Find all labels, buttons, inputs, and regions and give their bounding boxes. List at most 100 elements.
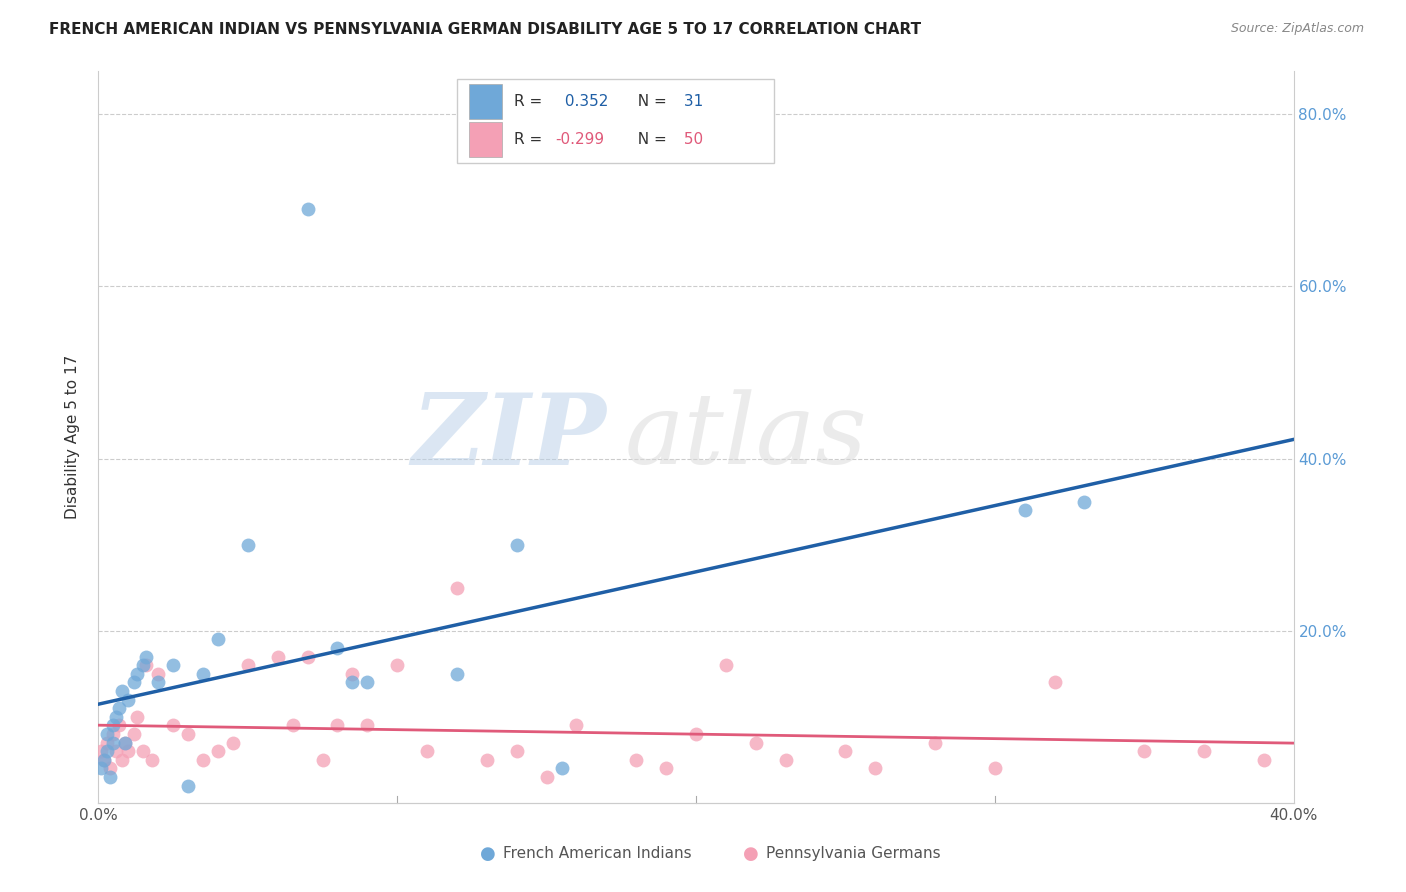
- Point: [162, 718, 184, 732]
- Point: [342, 666, 364, 681]
- Point: [297, 202, 319, 216]
- Text: Pennsylvania Germans: Pennsylvania Germans: [765, 847, 941, 861]
- FancyBboxPatch shape: [470, 84, 502, 119]
- Point: [446, 581, 468, 595]
- Point: [685, 727, 707, 741]
- Point: [1043, 675, 1066, 690]
- Point: [105, 744, 128, 758]
- Point: [1133, 744, 1156, 758]
- Point: [207, 632, 229, 647]
- Text: Source: ZipAtlas.com: Source: ZipAtlas.com: [1230, 22, 1364, 36]
- Point: [326, 640, 349, 655]
- Point: [132, 744, 155, 758]
- Text: R =: R =: [515, 132, 547, 147]
- Point: [191, 753, 214, 767]
- Point: [745, 735, 768, 749]
- Point: [385, 658, 409, 673]
- Point: [93, 753, 115, 767]
- Point: [105, 710, 128, 724]
- Point: [108, 701, 131, 715]
- Text: 50: 50: [679, 132, 703, 147]
- Text: ZIP: ZIP: [412, 389, 606, 485]
- Point: [297, 649, 319, 664]
- Text: atlas: atlas: [624, 390, 868, 484]
- Y-axis label: Disability Age 5 to 17: Disability Age 5 to 17: [65, 355, 80, 519]
- Point: [626, 753, 648, 767]
- Point: [236, 538, 259, 552]
- Point: [98, 761, 122, 775]
- Point: [1192, 744, 1215, 758]
- Point: [93, 753, 115, 767]
- Point: [114, 735, 136, 749]
- Point: [148, 666, 170, 681]
- Point: [90, 744, 112, 758]
- Text: -0.299: -0.299: [555, 132, 605, 147]
- Point: [536, 770, 558, 784]
- Point: [124, 675, 146, 690]
- Point: [655, 761, 678, 775]
- Point: [281, 718, 304, 732]
- Text: ●: ●: [742, 845, 759, 863]
- Point: [1253, 753, 1275, 767]
- Point: [148, 675, 170, 690]
- Point: [162, 658, 184, 673]
- Point: [267, 649, 290, 664]
- Point: [103, 718, 125, 732]
- Point: [191, 666, 214, 681]
- Point: [96, 744, 118, 758]
- FancyBboxPatch shape: [457, 78, 773, 163]
- Point: [1073, 494, 1095, 508]
- Point: [834, 744, 856, 758]
- Point: [117, 744, 139, 758]
- Point: [475, 753, 498, 767]
- Text: N =: N =: [628, 94, 672, 109]
- Point: [127, 710, 149, 724]
- Point: [356, 718, 378, 732]
- Text: 31: 31: [679, 94, 703, 109]
- Point: [141, 753, 163, 767]
- Point: [984, 761, 1007, 775]
- Text: R =: R =: [515, 94, 547, 109]
- Point: [565, 718, 588, 732]
- Point: [356, 675, 378, 690]
- Point: [865, 761, 887, 775]
- Point: [506, 744, 529, 758]
- Point: [207, 744, 229, 758]
- Point: [222, 735, 245, 749]
- Point: [132, 658, 155, 673]
- Point: [416, 744, 439, 758]
- Point: [103, 735, 125, 749]
- Point: [1014, 503, 1036, 517]
- Point: [924, 735, 946, 749]
- Point: [326, 718, 349, 732]
- Point: [103, 727, 125, 741]
- Point: [98, 770, 122, 784]
- Text: ●: ●: [479, 845, 495, 863]
- Point: [236, 658, 259, 673]
- Point: [111, 684, 134, 698]
- Point: [177, 779, 200, 793]
- Point: [446, 666, 468, 681]
- Point: [96, 727, 118, 741]
- Point: [108, 718, 131, 732]
- Point: [775, 753, 797, 767]
- Point: [342, 675, 364, 690]
- Point: [117, 692, 139, 706]
- Text: French American Indians: French American Indians: [503, 847, 692, 861]
- Point: [135, 658, 157, 673]
- Point: [714, 658, 737, 673]
- Text: FRENCH AMERICAN INDIAN VS PENNSYLVANIA GERMAN DISABILITY AGE 5 TO 17 CORRELATION: FRENCH AMERICAN INDIAN VS PENNSYLVANIA G…: [49, 22, 921, 37]
- Point: [90, 761, 112, 775]
- Point: [127, 666, 149, 681]
- Point: [96, 735, 118, 749]
- Point: [114, 735, 136, 749]
- Point: [506, 538, 529, 552]
- Point: [124, 727, 146, 741]
- Text: N =: N =: [628, 132, 672, 147]
- Point: [177, 727, 200, 741]
- Point: [550, 761, 572, 775]
- FancyBboxPatch shape: [470, 122, 502, 157]
- Point: [135, 649, 157, 664]
- Point: [311, 753, 333, 767]
- Point: [111, 753, 134, 767]
